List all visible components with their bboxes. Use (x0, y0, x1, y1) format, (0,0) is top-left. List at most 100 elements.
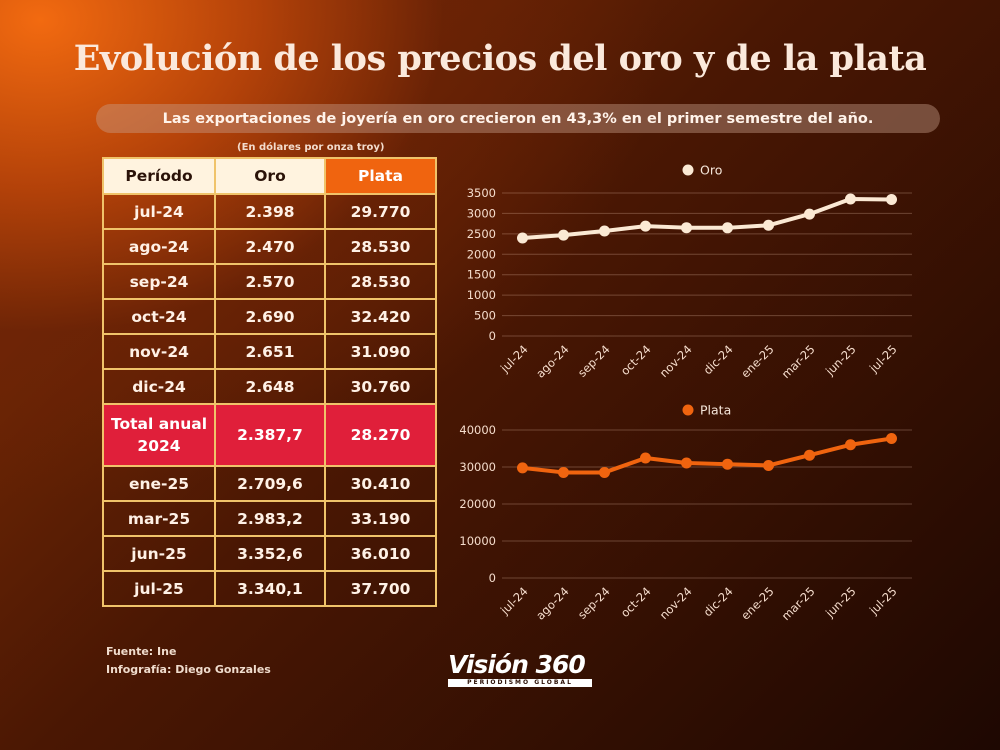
x-tick-label: nov-24 (657, 342, 695, 380)
cell-oro: 2.983,2 (214, 500, 326, 537)
cell-oro: 2.651 (214, 333, 326, 370)
table-row: dic-24 2.648 30.760 (102, 368, 437, 405)
table-row: sep-24 2.570 28.530 (102, 263, 437, 300)
cell-periodo: dic-24 (102, 368, 216, 405)
data-point (681, 222, 692, 234)
y-tick-label: 10000 (459, 534, 496, 548)
x-tick-label: nov-24 (657, 584, 695, 622)
data-point (599, 466, 610, 478)
x-tick-label: oct-24 (618, 342, 654, 378)
table-row: Total anual 2024 2.387,7 28.270 (102, 403, 437, 467)
units-note: (En dólares por onza troy) (237, 142, 385, 153)
vision360-logo: Visión 360 PERIODISMO GLOBAL (448, 652, 592, 687)
cell-periodo: mar-25 (102, 500, 216, 537)
cell-periodo: ago-24 (102, 228, 216, 265)
data-point (722, 222, 733, 234)
table-row: nov-24 2.651 31.090 (102, 333, 437, 370)
data-point (804, 449, 815, 461)
x-tick-label: jun-25 (822, 342, 858, 378)
x-tick-label: ago-24 (533, 342, 571, 380)
data-point (722, 458, 733, 470)
x-tick-label: ene-25 (738, 584, 776, 622)
legend-marker (682, 164, 694, 176)
x-tick-label: mar-25 (779, 584, 818, 623)
data-point (886, 433, 897, 445)
table-row: jul-25 3.340,1 37.700 (102, 570, 437, 607)
cell-plata: 31.090 (324, 333, 437, 370)
logo-name: Visión 360 (448, 650, 586, 679)
header-periodo: Período (102, 157, 216, 195)
price-table: Período Oro Plata jul-24 2.398 29.770 ago-2… (102, 157, 437, 607)
data-point (517, 232, 528, 244)
source-line: Fuente: Ine (106, 645, 177, 658)
cell-oro: 3.352,6 (214, 535, 326, 572)
y-tick-label: 500 (474, 309, 496, 323)
y-tick-label: 1500 (467, 268, 496, 282)
oro-line-chart: Oro 0 500 1000 1500 2000 2500 3000 3500 jul-24 ago… (467, 163, 912, 381)
x-tick-label: jul-25 (866, 584, 900, 618)
data-point (640, 452, 651, 464)
cell-periodo: oct-24 (102, 298, 216, 335)
data-point (599, 225, 610, 237)
cell-oro: 2.648 (214, 368, 326, 405)
cell-plata: 37.700 (324, 570, 437, 607)
y-tick-label: 40000 (459, 423, 496, 437)
data-point (640, 220, 651, 232)
table-row: jun-25 3.352,6 36.010 (102, 535, 437, 572)
x-tick-label: jul-25 (866, 342, 900, 376)
cell-plata: 30.410 (324, 465, 437, 502)
cell-oro: 2.398 (214, 193, 326, 230)
table-header-row: Período Oro Plata (102, 157, 437, 195)
x-tick-label: ene-25 (738, 342, 776, 380)
y-tick-label: 3000 (467, 206, 496, 220)
data-point (763, 219, 774, 231)
cell-oro: 2.570 (214, 263, 326, 300)
data-point (558, 229, 569, 241)
cell-periodo: ene-25 (102, 465, 216, 502)
cell-plata: 29.770 (324, 193, 437, 230)
cell-oro: 2.709,6 (214, 465, 326, 502)
x-tick-label: sep-24 (575, 584, 613, 622)
data-point (804, 208, 815, 220)
data-point (681, 457, 692, 469)
cell-periodo: jul-25 (102, 570, 216, 607)
legend-label: Plata (700, 403, 731, 418)
cell-plata: 33.190 (324, 500, 437, 537)
cell-plata: 28.530 (324, 263, 437, 300)
data-point (845, 439, 856, 451)
cell-oro: 2.690 (214, 298, 326, 335)
table-row: ago-24 2.470 28.530 (102, 228, 437, 265)
y-tick-label: 20000 (459, 497, 496, 511)
header-oro: Oro (214, 157, 326, 195)
cell-plata: 30.760 (324, 368, 437, 405)
cell-oro: 2.470 (214, 228, 326, 265)
x-tick-label: jun-25 (822, 584, 858, 620)
data-point (886, 194, 897, 206)
cell-plata: 32.420 (324, 298, 437, 335)
cell-plata: 28.530 (324, 228, 437, 265)
legend-label: Oro (700, 163, 722, 178)
cell-plata: 36.010 (324, 535, 437, 572)
table-row: ene-25 2.709,6 30.410 (102, 465, 437, 502)
subtitle-banner: Las exportaciones de joyería en oro crec… (96, 104, 940, 133)
x-tick-label: dic-24 (701, 584, 736, 619)
x-tick-label: jul-24 (497, 584, 531, 618)
y-tick-label: 0 (489, 571, 496, 585)
y-tick-label: 0 (489, 329, 496, 343)
data-point (517, 462, 528, 474)
x-tick-label: mar-25 (779, 342, 818, 381)
credit-line: Infografía: Diego Gonzales (106, 663, 271, 676)
logo-tagline: PERIODISMO GLOBAL (448, 679, 592, 687)
table-row: jul-24 2.398 29.770 (102, 193, 437, 230)
x-tick-label: oct-24 (618, 584, 654, 620)
cell-plata: 28.270 (324, 403, 437, 467)
cell-periodo: nov-24 (102, 333, 216, 370)
legend-marker (682, 404, 694, 416)
page-title: Evolución de los precios del oro y de la… (73, 38, 927, 79)
x-tick-label: sep-24 (575, 342, 613, 380)
y-tick-label: 3500 (467, 186, 496, 200)
y-tick-label: 1000 (467, 288, 496, 302)
cell-periodo: sep-24 (102, 263, 216, 300)
cell-periodo: jun-25 (102, 535, 216, 572)
data-point (845, 193, 856, 205)
